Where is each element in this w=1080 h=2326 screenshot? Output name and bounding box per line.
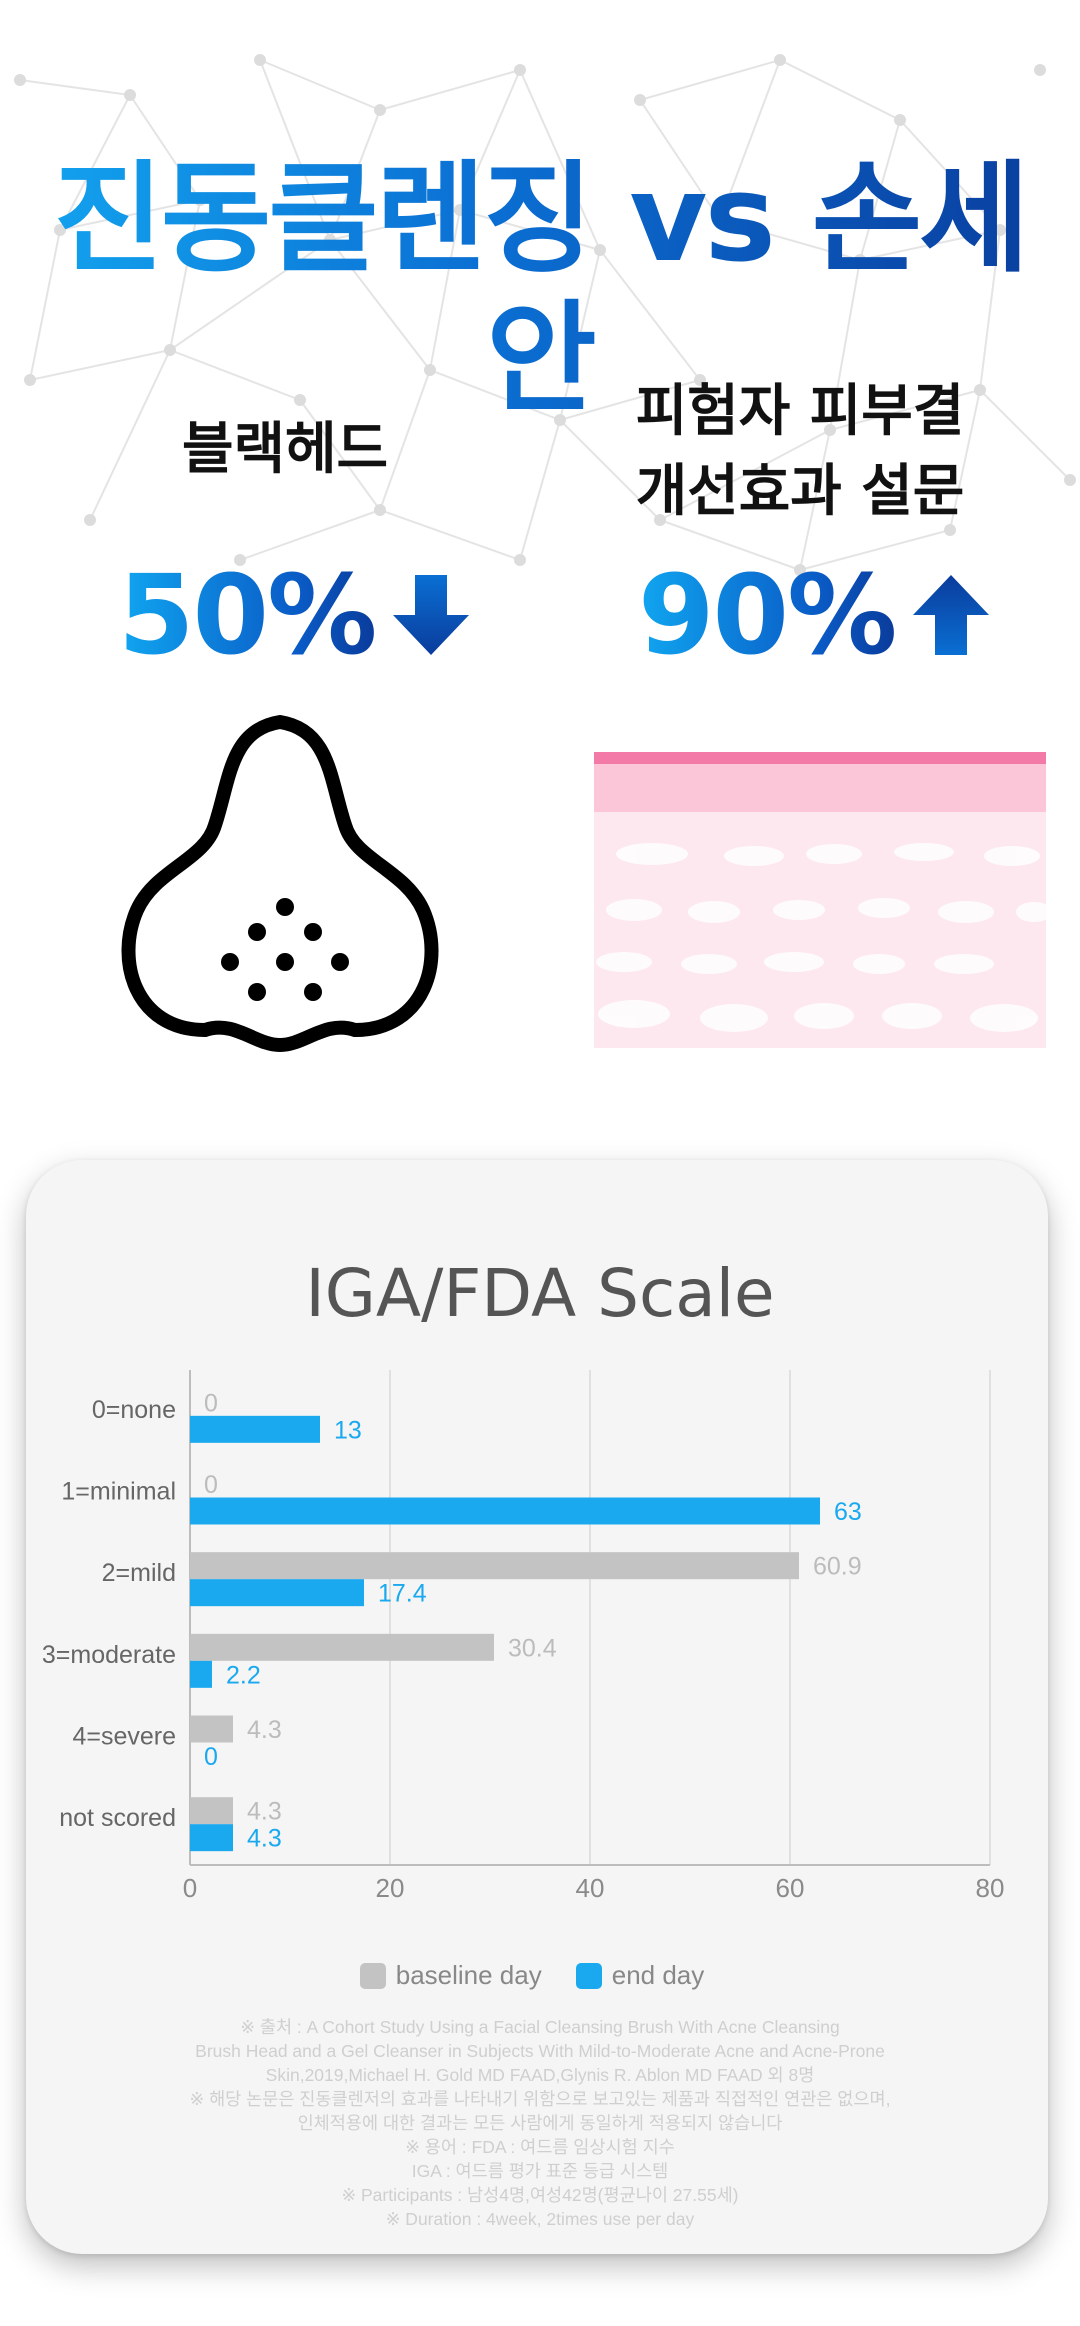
category-label: 1=minimal [61, 1478, 176, 1506]
stat-label-blackhead: 블랙헤드 [80, 410, 490, 490]
category-label: 3=moderate [42, 1641, 176, 1669]
background-network-pattern [14, 54, 1076, 576]
chart-legend: baseline day end day [0, 1960, 1080, 1991]
bar-end [190, 1824, 233, 1852]
chart-card [26, 1160, 1048, 2254]
iga-fda-bar-chart: 0 20 40 60 80 0=none 0 13 1=minimal 0 63 2=mild 60.9… [42, 1370, 1005, 1903]
footnote-line: ※ 출처 : A Cohort Study Using a Facial Cle… [240, 2017, 840, 2037]
data-label: 4.3 [247, 1825, 282, 1853]
bar-baseline [190, 1552, 799, 1580]
data-label: 60.9 [813, 1553, 862, 1581]
category-label: 0=none [92, 1396, 176, 1424]
footnotes: ※ 출처 : A Cohort Study Using a Facial Cle… [100, 2015, 980, 2231]
data-label: 13 [334, 1416, 362, 1444]
footnote-line: Brush Head and a Gel Cleanser in Subject… [195, 2041, 885, 2061]
bar-end [190, 1497, 820, 1525]
x-tick-label: 40 [576, 1873, 605, 1903]
stat-label-line: 피험자 피부결 [635, 379, 965, 444]
stat-label-line: 개선효과 설문 [635, 459, 965, 524]
stat-label-survey: 피험자 피부결 개선효과 설문 [560, 372, 1040, 532]
legend-swatch [575, 1962, 602, 1989]
stat-value-blackhead: 50% [118, 551, 473, 679]
data-label: 63 [834, 1498, 862, 1526]
stat-value-survey: 90% [638, 551, 993, 679]
stat-number: 90% [638, 551, 897, 679]
legend-label: end day [611, 1960, 705, 1990]
category-label: 4=severe [72, 1723, 176, 1751]
arrow-up-icon [913, 575, 990, 655]
bar-end [190, 1660, 212, 1688]
footnote-line: ※ Participants : 남성4명,여성42명(평균나이 27.55세) [341, 2185, 739, 2205]
footnote-line: ※ Duration : 4week, 2times use per day [385, 2209, 695, 2229]
bar-end [190, 1579, 364, 1607]
data-label: 30.4 [508, 1634, 557, 1662]
bar-baseline [190, 1715, 233, 1743]
footnote-line: IGA : 여드름 평가 표준 등급 시스템 [411, 2161, 669, 2181]
x-tick-label: 20 [376, 1873, 405, 1903]
legend-swatch [359, 1962, 386, 1989]
footnote-line: 인체적용에 대한 결과는 모든 사람에게 동일하게 적용되지 않습니다 [297, 2113, 783, 2133]
data-label: 17.4 [378, 1580, 427, 1608]
stat-number: 50% [118, 551, 377, 679]
x-tick-label: 80 [976, 1873, 1005, 1903]
data-label: 0 [204, 1743, 218, 1771]
legend-item-end: end day [575, 1960, 705, 1991]
legend-item-baseline: baseline day [359, 1960, 542, 1991]
footnote-line: Skin,2019,Michael H. Gold MD FAAD,Glynis… [265, 2065, 815, 2085]
bar-baseline [190, 1633, 494, 1661]
bar-end [190, 1415, 320, 1443]
stat-label-line: 블랙헤드 [181, 417, 389, 482]
footnote-line: ※ 해당 논문은 진동클렌저의 효과를 나타내기 위함으로 보고있는 제품과 직… [189, 2089, 891, 2109]
chart-title: IGA/FDA Scale [305, 1255, 775, 1332]
category-label: not scored [59, 1804, 176, 1832]
data-label: 0 [204, 1389, 218, 1417]
data-label: 4.3 [247, 1716, 282, 1744]
blackhead-dots [221, 898, 349, 1001]
page-title: 진동클렌징 vs 손세안 [0, 150, 1080, 430]
data-label: 2.2 [226, 1661, 261, 1689]
x-tick-label: 60 [776, 1873, 805, 1903]
network-nodes [14, 54, 1076, 576]
footnote-line: ※ 용어 : FDA : 여드름 임상시험 지수 [405, 2137, 675, 2157]
legend-label: baseline day [395, 1960, 542, 1990]
network-lines [19, 59, 1071, 571]
arrow-down-icon [393, 575, 470, 655]
x-tick-label: 0 [183, 1873, 197, 1903]
skin-layer-icon [594, 752, 1046, 1048]
data-label: 0 [204, 1471, 218, 1499]
nose-blackhead-icon [121, 715, 439, 1053]
category-label: 2=mild [102, 1559, 176, 1587]
data-label: 4.3 [247, 1798, 282, 1826]
bar-baseline [190, 1797, 233, 1825]
